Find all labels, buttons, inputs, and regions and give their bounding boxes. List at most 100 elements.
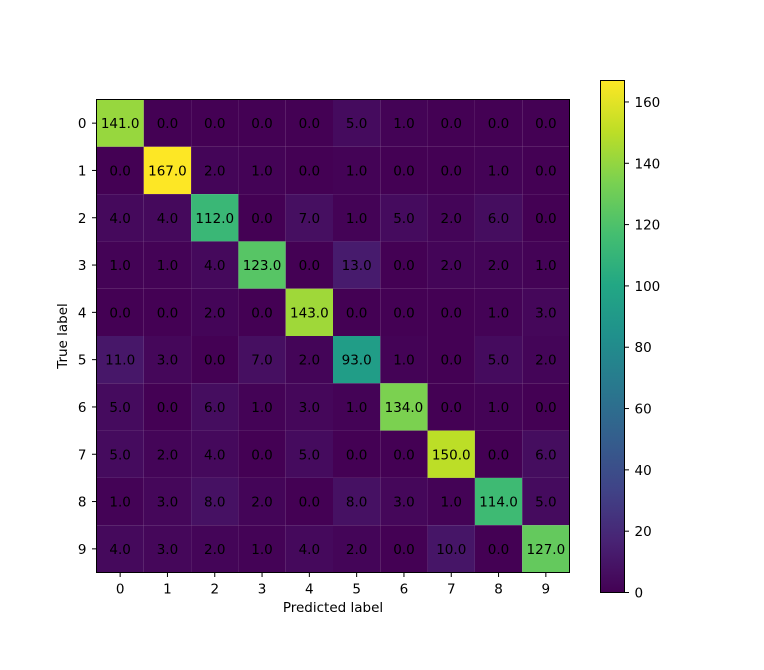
colorbar-tick-label-100: 100 (635, 279, 661, 295)
heatmap-value-r7-c5: 0.0 (346, 447, 367, 463)
heatmap-cell-r1-c2 (191, 146, 239, 195)
y-tick-label-6: 6 (78, 400, 87, 416)
heatmap-cell-r7-c9 (522, 430, 570, 478)
heatmap-value-r0-c9: 0.0 (535, 116, 556, 132)
heatmap-value-r1-c6: 0.0 (393, 163, 414, 179)
heatmap-cell-r1-c4 (285, 146, 333, 195)
heatmap-value-r6-c9: 0.0 (535, 400, 556, 416)
heatmap-value-r5-c5: 93.0 (342, 353, 372, 369)
heatmap-cell-r5-c1 (143, 336, 192, 384)
heatmap-value-r9-c8: 0.0 (488, 542, 509, 558)
heatmap-cell-r2-c7 (427, 194, 475, 242)
heatmap-value-r2-c2: 112.0 (195, 211, 234, 227)
heatmap-value-r8-c6: 3.0 (393, 495, 414, 511)
heatmap-value-r7-c7: 150.0 (432, 447, 471, 463)
heatmap-value-r8-c7: 1.0 (441, 495, 462, 511)
colorbar-ticks: 0 20 40 60 80 100 120 140 160 (624, 95, 661, 602)
heatmap-cell-r3-c6 (380, 241, 428, 289)
heatmap-value-r0-c5: 5.0 (346, 116, 367, 132)
colorbar-tick-label-80: 80 (635, 340, 652, 356)
heatmap-cell-r3-c0 (96, 241, 144, 289)
x-axis-label: Predicted label (283, 600, 383, 616)
heatmap-cell-r6-c6 (380, 383, 428, 431)
heatmap-cell-r4-c8 (474, 288, 523, 336)
heatmap-cell-r7-c5 (333, 430, 381, 478)
heatmap-value-r8-c5: 8.0 (346, 495, 367, 511)
x-tick-label-0: 0 (116, 582, 125, 598)
y-tick-label-3: 3 (78, 258, 87, 274)
heatmap-cell-r5-c0 (96, 336, 144, 384)
heatmap-value-r3-c3: 123.0 (243, 258, 282, 274)
heatmap-cell-r6-c2 (191, 383, 239, 431)
x-tick-label-7: 7 (447, 582, 456, 598)
y-axis-label: True label (55, 303, 71, 370)
x-axis-ticks: 0 1 2 3 4 5 6 7 8 9 (116, 572, 550, 598)
heatmap-value-r6-c2: 6.0 (204, 400, 225, 416)
y-tick-label-1: 1 (78, 163, 87, 179)
heatmap-value-r0-c4: 0.0 (299, 116, 320, 132)
heatmap-cell-r6-c5 (333, 383, 381, 431)
heatmap-cell-r3-c4 (285, 241, 333, 289)
heatmap-cell-r0-c9 (522, 99, 570, 147)
heatmap-value-r1-c0: 0.0 (109, 163, 130, 179)
heatmap-value-r6-c3: 1.0 (251, 400, 272, 416)
heatmap-value-r3-c5: 13.0 (342, 258, 372, 274)
heatmap-cell-r8-c0 (96, 477, 144, 526)
heatmap-cell-r6-c4 (285, 383, 333, 431)
heatmap-cell-r4-c2 (191, 288, 239, 336)
heatmap-value-r9-c5: 2.0 (346, 542, 367, 558)
heatmap-value-r9-c4: 4.0 (299, 542, 320, 558)
heatmap-cell-r1-c8 (474, 146, 523, 195)
heatmap-cell-r4-c4 (285, 288, 333, 336)
heatmap-value-r1-c8: 1.0 (488, 163, 509, 179)
heatmap-cell-r5-c6 (380, 336, 428, 384)
heatmap-cell-r8-c9 (522, 477, 570, 526)
y-tick-label-9: 9 (78, 542, 87, 558)
heatmap-value-r8-c9: 5.0 (535, 495, 556, 511)
colorbar-tick-label-40: 40 (635, 463, 652, 479)
heatmap-cell-r7-c0 (96, 430, 144, 478)
heatmap-cell-r0-c5 (333, 99, 381, 147)
heatmap-cell-r8-c6 (380, 477, 428, 526)
heatmap-cell-r6-c7 (427, 383, 475, 431)
colorbar (600, 80, 625, 593)
x-tick-label-8: 8 (494, 582, 503, 598)
colorbar-tick-label-160: 160 (635, 95, 661, 111)
heatmap-value-r5-c1: 3.0 (157, 353, 178, 369)
x-tick-label-1: 1 (163, 582, 172, 598)
heatmap-value-r6-c5: 1.0 (346, 400, 367, 416)
heatmap-value-r6-c8: 1.0 (488, 400, 509, 416)
heatmap-value-r6-c1: 0.0 (157, 400, 178, 416)
x-tick-label-2: 2 (210, 582, 219, 598)
heatmap-cell-r2-c6 (380, 194, 428, 242)
heatmap-cell-r7-c2 (191, 430, 239, 478)
heatmap-value-r1-c3: 1.0 (251, 163, 272, 179)
heatmap-value-r4-c7: 0.0 (441, 305, 462, 321)
heatmap-value-r2-c3: 0.0 (251, 211, 272, 227)
x-tick-label-6: 6 (400, 582, 409, 598)
heatmap-cell-r4-c6 (380, 288, 428, 336)
heatmap-cells: 141.0 0.0 0.0 0.0 0.0 5.0 1.0 0.0 0.0 0.0 0.0 167.0… (96, 99, 570, 573)
heatmap-value-r0-c0: 141.0 (101, 116, 140, 132)
heatmap-value-r4-c4: 143.0 (290, 305, 329, 321)
heatmap-value-r0-c2: 0.0 (204, 116, 225, 132)
heatmap-value-r2-c6: 5.0 (393, 211, 414, 227)
heatmap-cell-r0-c1 (143, 99, 192, 147)
heatmap-cell-r7-c4 (285, 430, 333, 478)
heatmap-cell-r3-c9 (522, 241, 570, 289)
heatmap-cell-r9-c5 (333, 525, 381, 573)
heatmap-cell-r6-c3 (238, 383, 286, 431)
heatmap-cell-r9-c4 (285, 525, 333, 573)
heatmap-cell-r6-c8 (474, 383, 523, 431)
x-tick-label-4: 4 (305, 582, 314, 598)
heatmap-value-r2-c1: 4.0 (157, 211, 178, 227)
heatmap-value-r9-c1: 3.0 (157, 542, 178, 558)
heatmap-value-r7-c4: 5.0 (299, 447, 320, 463)
heatmap-cell-r4-c3 (238, 288, 286, 336)
heatmap-value-r5-c3: 7.0 (251, 353, 272, 369)
y-axis-ticks: 0 1 2 3 4 5 6 7 8 9 (78, 116, 97, 558)
heatmap-cell-r5-c3 (238, 336, 286, 384)
heatmap-value-r2-c9: 0.0 (535, 211, 556, 227)
y-tick-label-4: 4 (78, 305, 87, 321)
